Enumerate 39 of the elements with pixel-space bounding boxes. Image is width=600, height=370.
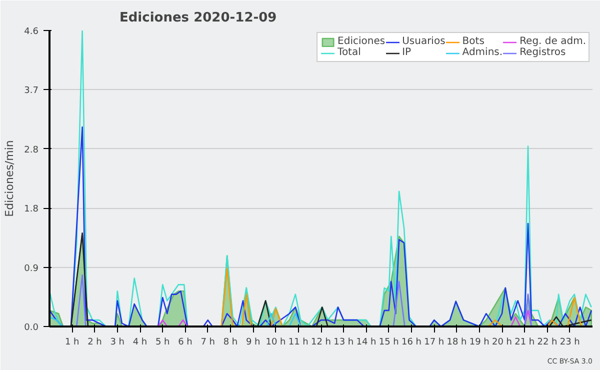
x-tick-label: 15 h bbox=[378, 338, 399, 348]
x-tick-label: 6 h bbox=[178, 338, 192, 348]
x-tick-label: 8 h bbox=[223, 338, 238, 348]
legend-label: IP bbox=[402, 47, 412, 58]
x-tick-label: 22 h bbox=[537, 338, 558, 348]
y-tick-label: 2.8 bbox=[24, 145, 39, 156]
x-tick-label: 1 h bbox=[64, 338, 80, 348]
x-tick-label: 10 h bbox=[266, 338, 286, 348]
chart-title: Ediciones 2020-12-09 bbox=[120, 10, 277, 26]
y-tick-label: 0.0 bbox=[24, 323, 39, 333]
x-tick-label: 17 h bbox=[424, 338, 444, 348]
x-tick-label: 7 h bbox=[200, 338, 216, 348]
x-tick-label: 5 h bbox=[155, 338, 170, 348]
y-tick-label: 3.7 bbox=[24, 86, 39, 96]
x-tick-label: 20 h bbox=[492, 338, 512, 348]
y-tick-label: 4.6 bbox=[24, 27, 39, 37]
x-tick-label: 12 h bbox=[310, 338, 332, 348]
x-tick-label: 19 h bbox=[469, 338, 490, 348]
legend-label: Ediciones bbox=[338, 36, 386, 47]
x-tick-label: 18 h bbox=[446, 338, 467, 348]
x-tick-label: 9 h bbox=[246, 338, 260, 348]
y-tick-label: 1.8 bbox=[24, 204, 39, 215]
legend-label: Bots bbox=[462, 36, 484, 47]
x-tick-label: 23 h bbox=[560, 338, 580, 348]
y-tick-label: 0.9 bbox=[24, 264, 39, 274]
x-tick-label: 21 h bbox=[514, 338, 535, 348]
x-tick-label: 13 h bbox=[334, 338, 354, 348]
x-tick-label: 4 h bbox=[132, 338, 148, 348]
x-tick-label: 2 h bbox=[88, 338, 102, 348]
x-tick-label: 3 h bbox=[110, 338, 125, 348]
y-axis-title: Ediciones/min bbox=[3, 140, 16, 217]
legend-label: Total bbox=[338, 47, 361, 58]
x-tick-label: 14 h bbox=[356, 338, 376, 348]
legend-label: Usuarios bbox=[402, 36, 446, 47]
x-tick-label: 16 h bbox=[401, 338, 422, 348]
x-tick-label: 11 h bbox=[288, 338, 308, 348]
legend-label: Registros bbox=[520, 47, 566, 58]
legend-label: Admins. bbox=[462, 47, 503, 58]
legend-label: Reg. de adm. bbox=[520, 36, 586, 47]
